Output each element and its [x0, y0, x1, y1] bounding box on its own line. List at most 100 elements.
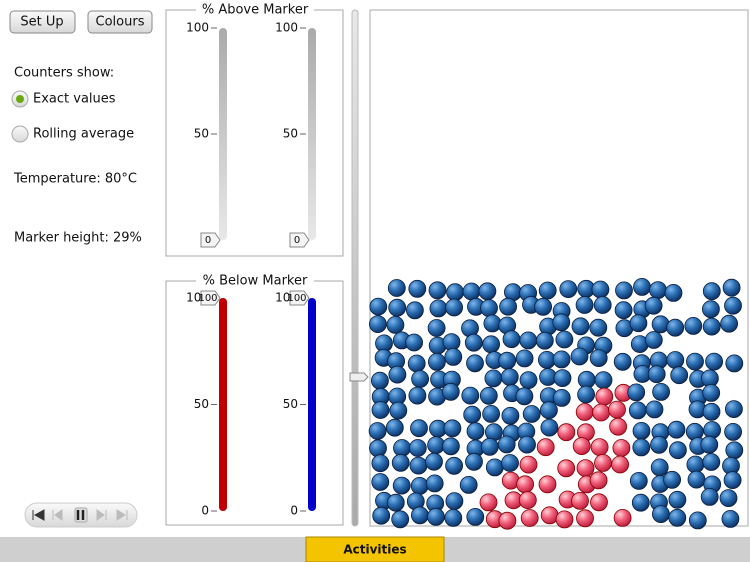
radio-group: Exact values Rolling average [11, 90, 134, 143]
radio-label[interactable]: Rolling average [33, 127, 134, 142]
particle [555, 330, 574, 349]
hot-particle [571, 491, 589, 510]
particle [649, 281, 667, 300]
particle [515, 349, 534, 368]
particle [428, 281, 447, 300]
colours-button[interactable]: Colours [87, 10, 153, 34]
particle [702, 300, 720, 319]
hot-particle [518, 491, 537, 510]
gauge-track [219, 28, 227, 240]
particle [409, 456, 428, 475]
particle [725, 400, 743, 419]
particle [482, 404, 501, 423]
particle [484, 369, 503, 388]
step-back[interactable] [52, 509, 63, 521]
particle [480, 437, 499, 456]
particle [386, 315, 405, 334]
particle [389, 401, 408, 420]
particle [552, 388, 571, 407]
marker-slider[interactable] [349, 9, 369, 527]
radio-label[interactable]: Exact values [33, 92, 116, 107]
particle [425, 452, 443, 471]
tick-label: 50 [194, 397, 209, 411]
particle [445, 456, 464, 475]
particle [519, 371, 538, 390]
particle [700, 435, 719, 454]
particle [519, 331, 538, 350]
activities-button[interactable]: Activities [305, 536, 445, 562]
particle [593, 296, 612, 314]
particle [594, 371, 613, 390]
rewind[interactable] [32, 509, 45, 521]
particle [540, 418, 559, 437]
radio[interactable] [11, 125, 29, 143]
particle [721, 510, 740, 528]
particle [498, 351, 517, 370]
particle [411, 370, 430, 388]
button-label[interactable]: Activities [343, 543, 406, 557]
hot-particle [608, 400, 626, 419]
particle [628, 401, 647, 420]
particle [667, 420, 686, 439]
particle [427, 352, 446, 371]
hot-particle [590, 438, 609, 457]
gauge-fill [219, 298, 227, 511]
particle [614, 301, 633, 320]
tick-label: 50 [194, 127, 209, 141]
step-forward[interactable] [96, 509, 107, 521]
particle [702, 383, 721, 402]
hot-particle [538, 475, 557, 494]
tick-label: 100 [275, 21, 298, 35]
particle [518, 435, 536, 454]
particle [392, 476, 411, 495]
fast-forward[interactable] [116, 509, 128, 521]
particle [462, 282, 481, 301]
particle [466, 508, 485, 526]
particle [443, 419, 462, 438]
particle [499, 297, 518, 316]
particle [700, 487, 719, 506]
hot-particle [613, 509, 632, 527]
particle [668, 490, 687, 509]
panels: % Above Marker 100 50 0 0 100 50 0 0 % Below Mark… [165, 3, 344, 526]
hot-particle [576, 459, 595, 478]
tick-label: 50 [283, 127, 298, 141]
particle [461, 386, 480, 405]
counters-label: Counters show: [14, 66, 114, 81]
particle [522, 405, 541, 423]
particle [632, 438, 651, 457]
particle [386, 493, 405, 512]
particle [666, 351, 685, 369]
particle [459, 475, 478, 494]
gauge-fill [308, 298, 316, 511]
marker-height: Marker height: 29% [14, 231, 142, 246]
gauge-callout [289, 290, 310, 306]
hot-particle [576, 509, 594, 528]
hot-particle [612, 439, 631, 457]
gauge-value: 0 [294, 235, 300, 246]
button-label[interactable]: Colours [96, 15, 145, 30]
setup-button[interactable]: Set Up [9, 10, 76, 34]
particle [368, 422, 387, 440]
particle [702, 402, 721, 421]
particle [483, 314, 502, 333]
particle [466, 354, 484, 373]
particle [369, 439, 387, 458]
particle [644, 331, 663, 349]
gauge-value: 0 [205, 235, 211, 246]
particle [444, 347, 463, 366]
hot-particle [557, 423, 576, 442]
particle [393, 439, 411, 457]
particle [702, 282, 721, 301]
particle [501, 406, 520, 425]
tick-label: 100 [186, 21, 209, 35]
particle [485, 458, 504, 477]
particle [502, 330, 521, 349]
hot-particle [595, 387, 614, 406]
button-label[interactable]: Set Up [20, 15, 63, 30]
particle [391, 453, 410, 472]
particle [670, 366, 689, 385]
panel-frame [165, 9, 344, 257]
particle [442, 333, 461, 352]
